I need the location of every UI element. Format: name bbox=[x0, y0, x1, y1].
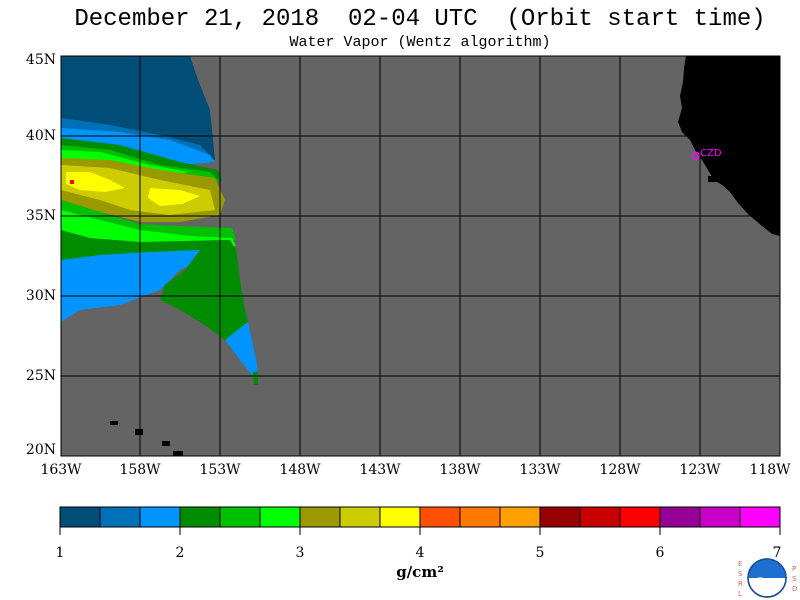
lon-label-123w: 123W bbox=[679, 462, 721, 478]
north-america-land bbox=[678, 56, 780, 236]
colorbar-units: g/cm² bbox=[396, 563, 444, 581]
colorbar-swatch bbox=[219, 506, 261, 528]
colorbar-swatch bbox=[459, 506, 501, 528]
colorbar-swatch bbox=[579, 506, 621, 528]
logo-letter-p: P bbox=[792, 565, 796, 573]
colorbar-swatch bbox=[539, 506, 581, 528]
colorbar-swatch bbox=[179, 506, 221, 528]
colorbar-swatch bbox=[99, 506, 141, 528]
map-title: December 21, 2018 02-04 UTC (Orbit start… bbox=[74, 6, 766, 33]
logo-letter-s: S bbox=[738, 570, 743, 578]
colorbar-swatch bbox=[259, 506, 301, 528]
colorbar-swatch bbox=[699, 506, 741, 528]
colorbar-swatch bbox=[619, 506, 661, 528]
lon-label-143w: 143W bbox=[359, 462, 401, 478]
lon-label-158w: 158W bbox=[119, 462, 161, 478]
colorbar-swatch bbox=[59, 506, 101, 528]
colorbar-swatch bbox=[299, 506, 341, 528]
colorbar-tick-2: 2 bbox=[175, 545, 185, 561]
logo-letter-r: R bbox=[738, 580, 743, 588]
satellite-swath bbox=[61, 56, 258, 385]
colorbar-tick-5: 5 bbox=[535, 545, 545, 561]
lat-label-25n: 25N bbox=[25, 368, 56, 384]
lon-label-148w: 148W bbox=[279, 462, 321, 478]
lon-label-163w: 163W bbox=[40, 462, 82, 478]
lat-label-45n: 45N bbox=[25, 52, 56, 68]
colorbar-swatch bbox=[379, 506, 421, 528]
map-subtitle: Water Vapor (Wentz algorithm) bbox=[289, 34, 551, 51]
colorbar bbox=[59, 506, 781, 528]
logo-letter-l: L bbox=[738, 590, 742, 598]
colorbar-swatch bbox=[739, 506, 781, 528]
colorbar-tick-4: 4 bbox=[415, 545, 425, 561]
colorbar-swatch bbox=[139, 506, 181, 528]
colorbar-swatch bbox=[339, 506, 381, 528]
map-grid bbox=[60, 55, 781, 457]
colorbar-swatch bbox=[419, 506, 461, 528]
lat-label-20n: 20N bbox=[25, 442, 56, 458]
lon-label-138w: 138W bbox=[439, 462, 481, 478]
colorbar-ticks bbox=[59, 527, 781, 535]
lat-label-40n: 40N bbox=[25, 128, 56, 144]
colorbar-swatch bbox=[499, 506, 541, 528]
colorbar-tick-3: 3 bbox=[295, 545, 305, 561]
colorbar-tick-7: 7 bbox=[772, 545, 782, 561]
logo-letter-e: E bbox=[738, 560, 742, 568]
colorbar-tick-1: 1 bbox=[55, 545, 65, 561]
lon-label-118w: 118W bbox=[749, 462, 791, 478]
lon-label-128w: 128W bbox=[599, 462, 641, 478]
logo-letter-d: D bbox=[792, 585, 797, 593]
lon-label-153w: 153W bbox=[199, 462, 241, 478]
station-label: CZD bbox=[700, 148, 722, 159]
lat-label-30n: 30N bbox=[25, 288, 56, 304]
lat-label-35n: 35N bbox=[25, 208, 56, 224]
hawaii-islands bbox=[110, 421, 183, 456]
lon-label-133w: 133W bbox=[519, 462, 561, 478]
colorbar-tick-6: 6 bbox=[655, 545, 665, 561]
noaa-esrl-psd-logo: E S R L P S D bbox=[738, 558, 797, 598]
colorbar-swatch bbox=[659, 506, 701, 528]
logo-letter-s2: S bbox=[792, 575, 797, 583]
